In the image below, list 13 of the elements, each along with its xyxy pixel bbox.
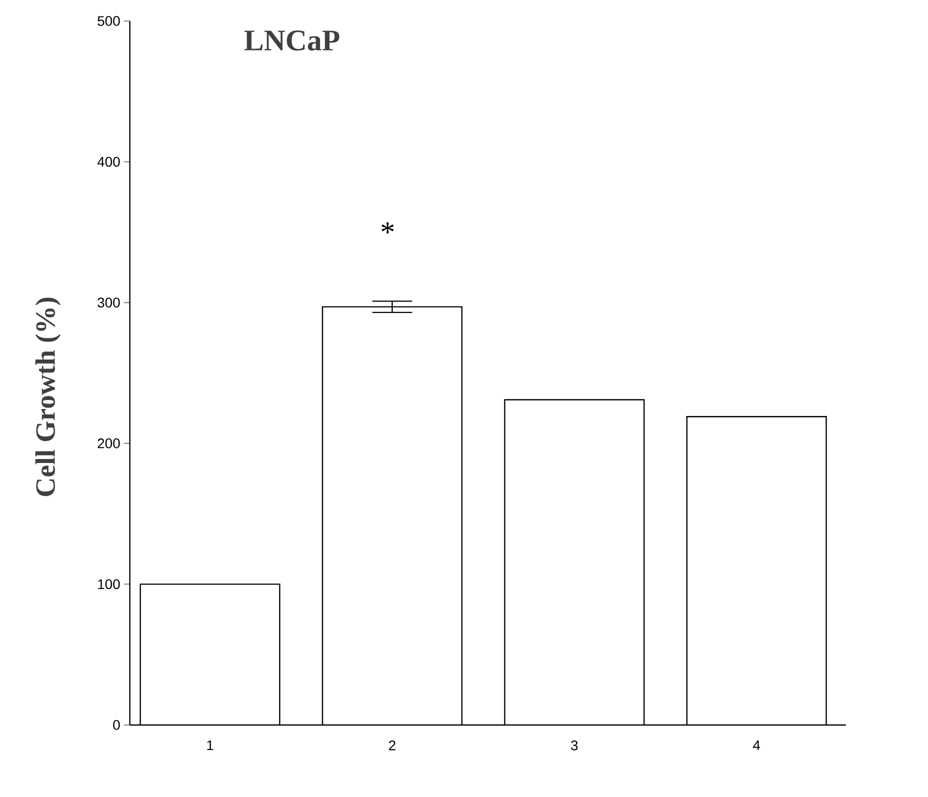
y-tick-label: 0: [113, 720, 120, 730]
y-tick-label: 100: [98, 579, 120, 590]
y-tick-label: 500: [98, 16, 120, 26]
y-tick-label: 200: [98, 438, 120, 448]
y-axis-title: Cell Growth (%): [35, 298, 61, 496]
x-tick-label: 4: [753, 740, 760, 750]
y-tick-label: 300: [98, 298, 120, 308]
chart-title: LNCaP: [244, 30, 340, 51]
y-tick-label: 400: [97, 156, 120, 167]
annotation: *: [382, 222, 394, 234]
x-tick-label: 3: [571, 740, 578, 750]
x-tick-label: 2: [389, 740, 396, 750]
x-tick-label: 1: [207, 740, 214, 750]
